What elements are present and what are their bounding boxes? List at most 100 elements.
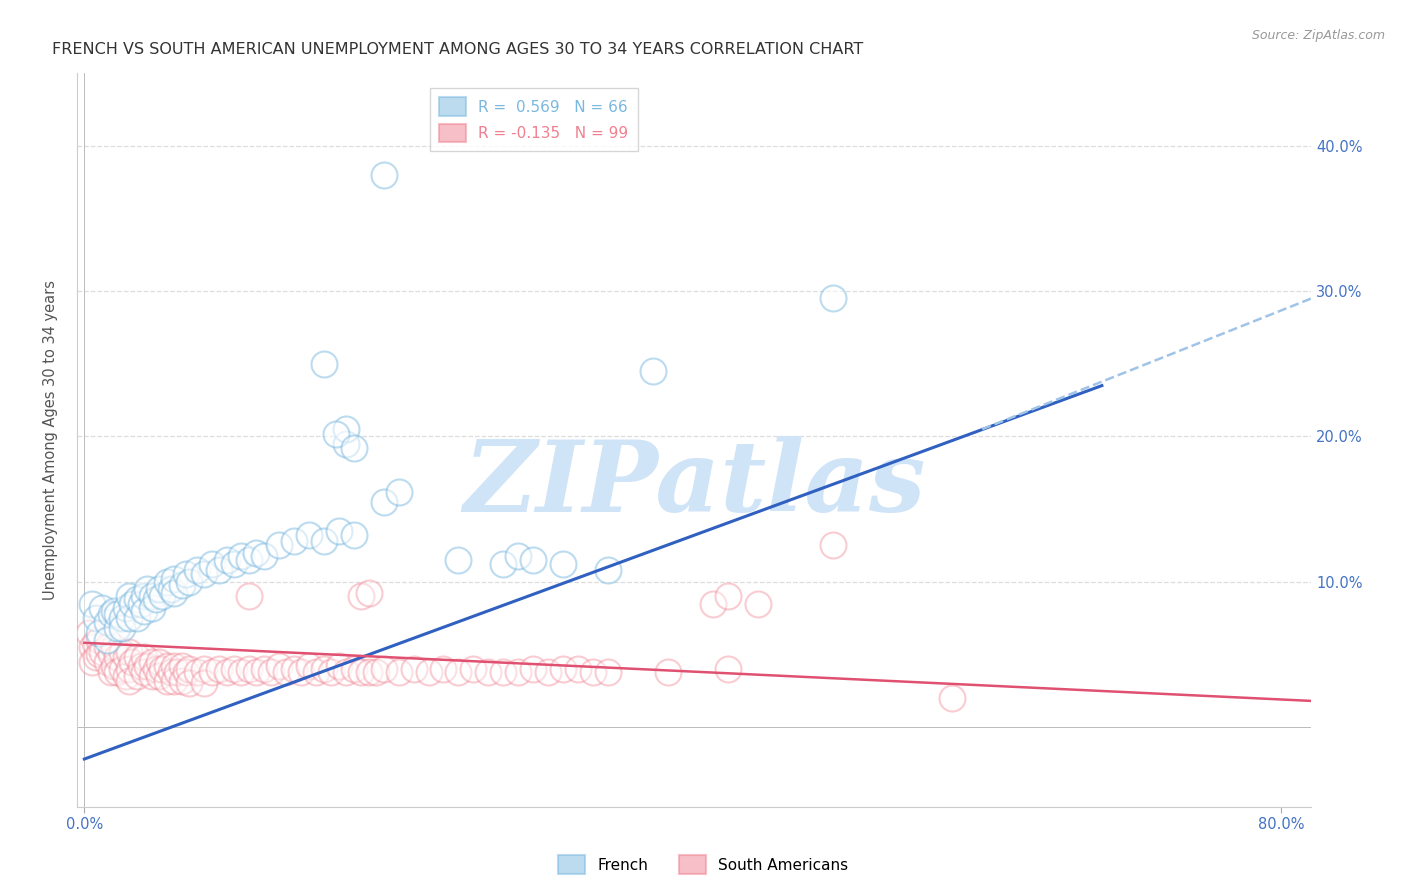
Point (91, 601, 114, 615)
Point (136, 582, 159, 596)
Point (156, 673, 179, 688)
Point (283, 662, 305, 676)
Point (141, 601, 163, 615)
Point (553, 558, 575, 572)
Point (343, 528, 366, 542)
Point (508, 665, 530, 679)
Point (477, 665, 499, 679)
Point (335, 436, 357, 450)
Point (186, 665, 208, 679)
Point (170, 673, 193, 688)
Point (200, 665, 222, 679)
Point (387, 665, 409, 679)
Point (105, 665, 128, 679)
Point (463, 662, 485, 676)
Point (335, 422, 357, 436)
Point (373, 168, 395, 182)
Point (105, 650, 128, 665)
Point (166, 665, 188, 679)
Point (231, 549, 253, 563)
Point (134, 650, 156, 665)
Point (134, 589, 156, 603)
Point (222, 662, 245, 676)
Point (402, 662, 425, 676)
Point (312, 357, 335, 371)
Point (222, 558, 245, 572)
Point (136, 659, 159, 673)
Point (163, 659, 186, 673)
Point (231, 665, 253, 679)
Point (553, 662, 575, 676)
Point (447, 553, 470, 567)
Point (343, 441, 366, 455)
Point (148, 655, 170, 669)
Point (118, 644, 141, 658)
Point (100, 648, 122, 662)
Point (208, 662, 231, 676)
Point (641, 364, 664, 378)
Point (238, 589, 260, 603)
Point (702, 597, 724, 611)
Point (193, 676, 215, 690)
Point (170, 659, 193, 673)
Point (298, 528, 321, 542)
Point (193, 662, 215, 676)
Point (325, 426, 347, 441)
Point (312, 662, 335, 676)
Point (418, 665, 440, 679)
Point (100, 665, 122, 679)
Point (150, 662, 173, 676)
Text: Source: ZipAtlas.com: Source: ZipAtlas.com (1251, 29, 1385, 43)
Point (118, 589, 141, 603)
Point (717, 589, 740, 603)
Point (141, 669, 163, 683)
Point (177, 662, 200, 676)
Point (163, 572, 186, 586)
Point (174, 567, 197, 582)
Point (238, 662, 260, 676)
Point (387, 484, 409, 499)
Point (83, 636, 105, 650)
Point (328, 659, 350, 673)
Point (260, 665, 283, 679)
Point (105, 607, 128, 621)
Point (357, 586, 380, 600)
Point (160, 665, 183, 679)
Point (298, 659, 321, 673)
Legend: French, South Americans: French, South Americans (551, 849, 855, 880)
Point (537, 665, 560, 679)
Point (115, 650, 138, 665)
Point (80, 597, 103, 611)
Point (163, 673, 186, 688)
Point (238, 553, 260, 567)
Point (432, 662, 454, 676)
Point (89, 625, 111, 640)
Text: FRENCH VS SOUTH AMERICAN UNEMPLOYMENT AMONG AGES 30 TO 34 YEARS CORRELATION CHAR: FRENCH VS SOUTH AMERICAN UNEMPLOYMENT AM… (52, 42, 863, 57)
Point (145, 592, 167, 607)
Point (125, 650, 148, 665)
Point (111, 611, 134, 625)
Point (821, 292, 844, 306)
Point (193, 567, 215, 582)
Point (134, 604, 156, 618)
Point (134, 665, 156, 679)
Point (208, 563, 231, 577)
Point (115, 669, 138, 683)
Point (156, 574, 179, 589)
Point (96, 615, 118, 630)
Point (129, 597, 152, 611)
Point (366, 665, 388, 679)
Point (492, 665, 515, 679)
Point (118, 673, 141, 688)
Point (141, 655, 163, 669)
Point (115, 601, 138, 615)
Point (125, 592, 148, 607)
Point (747, 597, 769, 611)
Point (96, 655, 118, 669)
Point (447, 665, 470, 679)
Point (121, 597, 143, 611)
Point (350, 665, 373, 679)
Point (148, 669, 170, 683)
Point (717, 662, 740, 676)
Y-axis label: Unemployment Among Ages 30 to 34 years: Unemployment Among Ages 30 to 34 years (44, 280, 58, 600)
